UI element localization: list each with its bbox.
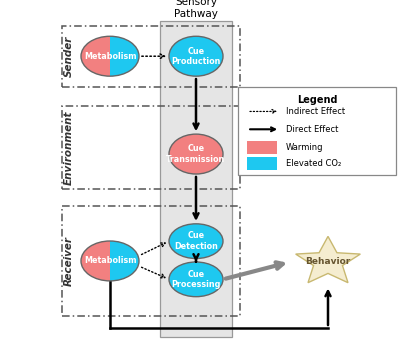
Text: Cue
Processing: Cue Processing: [171, 270, 221, 289]
FancyBboxPatch shape: [238, 87, 396, 175]
Polygon shape: [81, 36, 110, 76]
Ellipse shape: [169, 262, 223, 297]
Polygon shape: [110, 36, 139, 76]
Ellipse shape: [169, 224, 223, 259]
Text: Metabolism: Metabolism: [84, 52, 136, 61]
Text: Cue
Production: Cue Production: [171, 46, 221, 66]
Text: Metabolism: Metabolism: [84, 256, 136, 265]
Ellipse shape: [169, 134, 223, 174]
Text: Warming: Warming: [286, 143, 324, 152]
Text: Receiver: Receiver: [64, 236, 74, 286]
Text: Sender: Sender: [64, 36, 74, 77]
Text: Cue
Detection: Cue Detection: [174, 231, 218, 251]
Text: Direct Effect: Direct Effect: [286, 125, 338, 134]
FancyBboxPatch shape: [160, 21, 232, 337]
Text: Indirect Effect: Indirect Effect: [286, 107, 345, 116]
Polygon shape: [296, 236, 360, 283]
Text: Sensory
Pathway: Sensory Pathway: [174, 0, 218, 19]
Ellipse shape: [169, 36, 223, 76]
Text: Legend: Legend: [297, 95, 337, 105]
FancyBboxPatch shape: [247, 157, 277, 170]
FancyBboxPatch shape: [247, 141, 277, 153]
Text: Elevated CO₂: Elevated CO₂: [286, 159, 341, 168]
Polygon shape: [110, 241, 139, 281]
Text: Behavior: Behavior: [305, 257, 351, 266]
Text: Environment: Environment: [64, 110, 74, 185]
Text: Cue
Transmission: Cue Transmission: [166, 144, 226, 164]
Polygon shape: [81, 241, 110, 281]
